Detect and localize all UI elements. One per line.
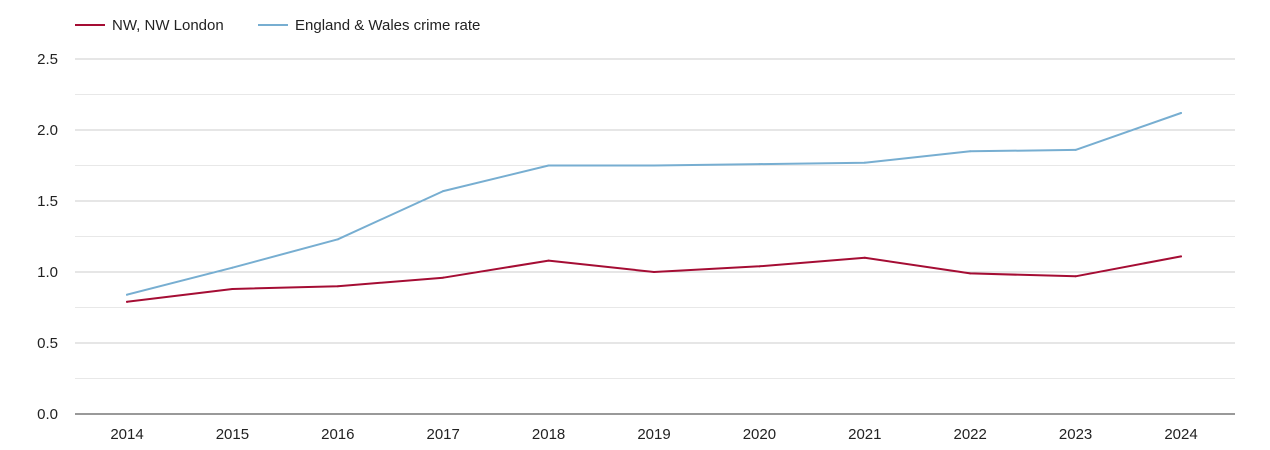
y-tick-label: 1.5 [37,193,58,210]
y-tick-label: 0.0 [37,406,58,423]
grid-lines [75,58,1235,379]
series-line-nw-london [126,255,1182,303]
x-tick-label: 2017 [427,426,460,443]
x-tick-label: 2024 [1164,426,1197,443]
data-point [1074,275,1077,278]
legend-item: England & Wales crime rate [258,17,480,34]
y-tick-label: 2.0 [37,122,58,139]
data-point [653,271,655,273]
legend-label: NW, NW London [112,17,224,34]
data-point [231,288,234,291]
legend-item: NW, NW London [75,17,224,34]
x-tick-label: 2015 [216,426,249,443]
data-point [758,265,761,268]
data-point [863,256,866,259]
x-tick-label: 2021 [848,426,881,443]
data-point [653,164,655,167]
data-point [547,259,550,262]
x-tick-label: 2018 [532,426,565,443]
x-tick-label: 2023 [1059,426,1092,443]
data-point [969,150,972,153]
data-point [863,161,866,164]
x-tick-label: 2014 [110,426,143,443]
data-point [547,164,550,167]
x-tick-label: 2016 [321,426,354,443]
legend: NW, NW London England & Wales crime rate [75,17,480,34]
data-point [231,266,234,269]
x-axis-ticks: 2014 2015 2016 2017 2018 2019 2020 2021 2022 2023… [110,426,1197,443]
series-lines [126,111,1182,303]
data-point [969,272,972,275]
data-point [1180,255,1182,258]
data-point [1180,111,1182,114]
legend-label: England & Wales crime rate [295,17,480,34]
y-tick-label: 0.5 [37,335,58,352]
x-tick-label: 2022 [954,426,987,443]
series-line-england-wales [126,112,1182,296]
data-point [758,163,761,166]
data-point [126,293,128,296]
data-point [126,300,128,303]
y-axis-ticks: 0.0 0.5 1.0 1.5 2.0 2.5 [37,51,58,423]
y-tick-label: 1.0 [37,264,58,281]
data-point [442,276,445,279]
data-point [336,238,339,241]
x-tick-label: 2019 [637,426,670,443]
y-tick-label: 2.5 [37,51,58,68]
data-point [336,285,339,288]
x-tick-label: 2020 [743,426,776,443]
data-point [442,190,445,193]
data-point [1074,148,1077,151]
